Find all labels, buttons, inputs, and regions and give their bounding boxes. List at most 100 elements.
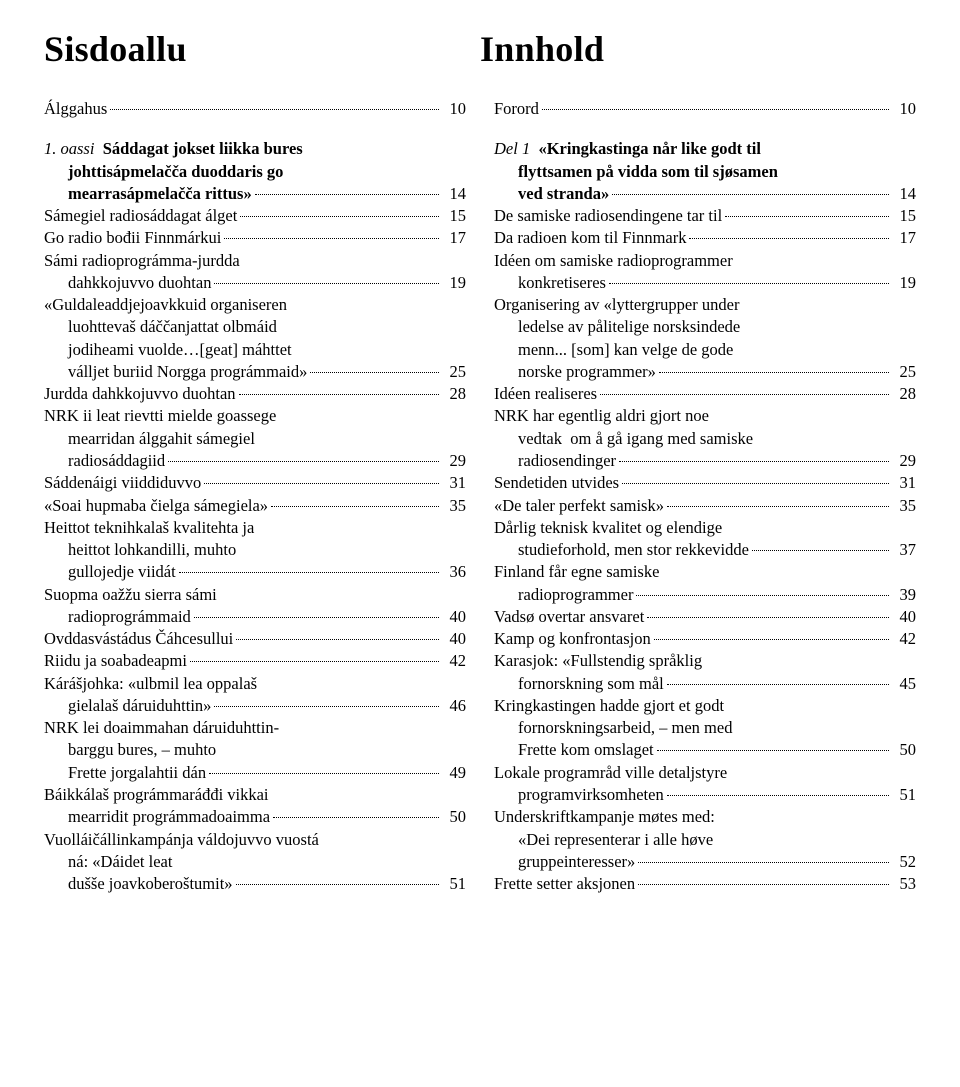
toc-leader-dots [752, 550, 889, 551]
toc-entry: De samiske radiosendingene tar til15 [494, 205, 916, 227]
toc-page-number: 42 [442, 650, 466, 672]
toc-page-number: 29 [892, 450, 916, 472]
toc-entry-label: NRK har egentlig aldri gjort noe [494, 406, 709, 425]
toc-entry-label: gullojedje viidát [68, 561, 176, 583]
toc-entry-label: dušše joavkoberoštumit» [68, 873, 233, 895]
toc-page-number: 49 [442, 762, 466, 784]
toc-entry-label: Suopma oažžu sierra sámi [44, 585, 217, 604]
toc-entry-continuation: Kárášjohka: «ulbmil lea oppalaš [44, 673, 466, 695]
toc-entry-label: Ovddasvástádus Čáhcesullui [44, 628, 233, 650]
toc-entry-label: «Soai hupmaba čielga sámegiela» [44, 495, 268, 517]
toc-page-number: 25 [442, 361, 466, 383]
toc-entry-continuation: ná: «Dáidet leat [44, 851, 466, 873]
toc-leader-dots [236, 884, 439, 885]
toc-entry-label: Finland får egne samiske [494, 562, 659, 581]
toc-entry-continuation: «Dei representerar i alle høve [494, 829, 916, 851]
toc-entry-continuation: NRK har egentlig aldri gjort noe [494, 405, 916, 427]
toc-leader-dots [255, 194, 439, 195]
toc-page-number: 31 [442, 472, 466, 494]
toc-entry-label: Sendetiden utvides [494, 472, 619, 494]
toc-entry: radiosáddagiid29 [44, 450, 466, 472]
toc-entry-label: Sámi radioprográmma-jurdda [44, 251, 240, 270]
toc-entry-label: Kamp og konfrontasjon [494, 628, 651, 650]
toc-page-number: 25 [892, 361, 916, 383]
toc-entry-label: gruppeinteresser» [518, 851, 635, 873]
toc-page-number: 17 [892, 227, 916, 249]
toc-page-number: 14 [442, 183, 466, 205]
toc-entry-label: «Guldaleaddjejoavkkuid organiseren [44, 295, 287, 314]
toc-entry-continuation: menn... [som] kan velge de gode [494, 339, 916, 361]
toc-page-number: 39 [892, 584, 916, 606]
toc-entry-label: «De taler perfekt samisk» [494, 495, 664, 517]
toc-entry-continuation: Finland får egne samiske [494, 561, 916, 583]
toc-page-number: 51 [442, 873, 466, 895]
toc-entry-continuation: Heittot teknihkalaš kvalitehta ja [44, 517, 466, 539]
toc-leader-dots [194, 617, 439, 618]
toc-entry-label: Karasjok: «Fullstendig språklig [494, 651, 702, 670]
toc-leader-dots [190, 661, 439, 662]
toc-entry-continuation: vedtak om å gå igang med samiske [494, 428, 916, 450]
toc-entry-label: ved stranda» [518, 183, 609, 205]
toc-leader-dots [636, 595, 889, 596]
toc-page-number: 19 [892, 272, 916, 294]
toc-entry: Frette jorgalahtii dán49 [44, 762, 466, 784]
toc-leader-dots [179, 572, 439, 573]
toc-leader-dots [619, 461, 889, 462]
toc-entry-label: luohttevaš dáččanjattat olbmáid [68, 317, 277, 336]
toc-entry-label: Lokale programråd ville detaljstyre [494, 763, 727, 782]
toc-leader-dots [209, 773, 439, 774]
toc-entry: programvirksomheten51 [494, 784, 916, 806]
toc-entry: «Soai hupmaba čielga sámegiela»35 [44, 495, 466, 517]
toc-leader-dots [600, 394, 889, 395]
toc-entry-label: Vuolláičállinkampánja váldojuvvo vuostá [44, 830, 319, 849]
toc-page-number: 17 [442, 227, 466, 249]
toc-entry-label: radioprogrammer [518, 584, 633, 606]
toc-entry-label: radioprográmmaid [68, 606, 191, 628]
toc-leader-dots [654, 639, 889, 640]
toc-entry: Sámegiel radiosáddagat álget 15 [44, 205, 466, 227]
toc-leader-dots [310, 372, 439, 373]
toc-entry: Da radioen kom til Finnmark17 [494, 227, 916, 249]
toc-leader-dots [667, 506, 889, 507]
toc-entry: Forord10 [494, 98, 916, 120]
toc-leader-dots [638, 884, 889, 885]
toc-entry-continuation: Báikkálaš prográmmaráđđi vikkai [44, 784, 466, 806]
toc-entry-label: Riidu ja soabadeapmi [44, 650, 187, 672]
toc-entry: gullojedje viidát36 [44, 561, 466, 583]
toc-entry: Sáddenáigi viiddiduvvo31 [44, 472, 466, 494]
title-right: Innhold [480, 28, 916, 70]
toc-entry-label: Sámegiel radiosáddagat álget [44, 205, 237, 227]
toc-entry-label: Dårlig teknisk kvalitet og elendige [494, 518, 722, 537]
toc-entry-label: Kringkastingen hadde gjort et godt [494, 696, 724, 715]
toc-entry-continuation: flyttsamen på vidda som til sjøsamen [494, 161, 916, 183]
toc-entry-label: barggu bures, – muhto [68, 740, 216, 759]
toc-entry-continuation: Vuolláičállinkampánja váldojuvvo vuostá [44, 829, 466, 851]
toc-entry-continuation: Lokale programråd ville detaljstyre [494, 762, 916, 784]
toc-entry-label: Álggahus [44, 98, 107, 120]
toc-entry-label: Organisering av «lyttergrupper under [494, 295, 739, 314]
toc-entry: Idéen realiseres28 [494, 383, 916, 405]
toc-leader-dots [204, 483, 439, 484]
toc-entry-label: konkretiseres [518, 272, 606, 294]
toc-leader-dots [236, 639, 439, 640]
toc-leader-dots [725, 216, 889, 217]
toc-page-number: 31 [892, 472, 916, 494]
toc-entry: Kamp og konfrontasjon42 [494, 628, 916, 650]
toc-entry-label: fornorskning som mål [518, 673, 664, 695]
toc-page-number: 45 [892, 673, 916, 695]
toc-entry-label: radiosendinger [518, 450, 616, 472]
toc-entry: ved stranda»14 [494, 183, 916, 205]
toc-entry-continuation: barggu bures, – muhto [44, 739, 466, 761]
toc-entry-continuation: 1. oassi Sáddagat jokset liikka bures [44, 138, 466, 160]
toc-entry-label: «Dei representerar i alle høve [518, 830, 713, 849]
toc-page-number: 15 [892, 205, 916, 227]
toc-leader-dots [273, 817, 439, 818]
toc-entry-label: radiosáddagiid [68, 450, 165, 472]
toc-entry-continuation: Organisering av «lyttergrupper under [494, 294, 916, 316]
toc-entry-continuation: NRK ii leat rievtti mielde goassege [44, 405, 466, 427]
toc-leader-dots [638, 862, 889, 863]
toc-page-number: 19 [442, 272, 466, 294]
toc-entry-label: Del 1 «Kringkastinga når like godt til [494, 139, 761, 158]
toc-page-number: 15 [442, 205, 466, 227]
toc-entry: Álggahus10 [44, 98, 466, 120]
